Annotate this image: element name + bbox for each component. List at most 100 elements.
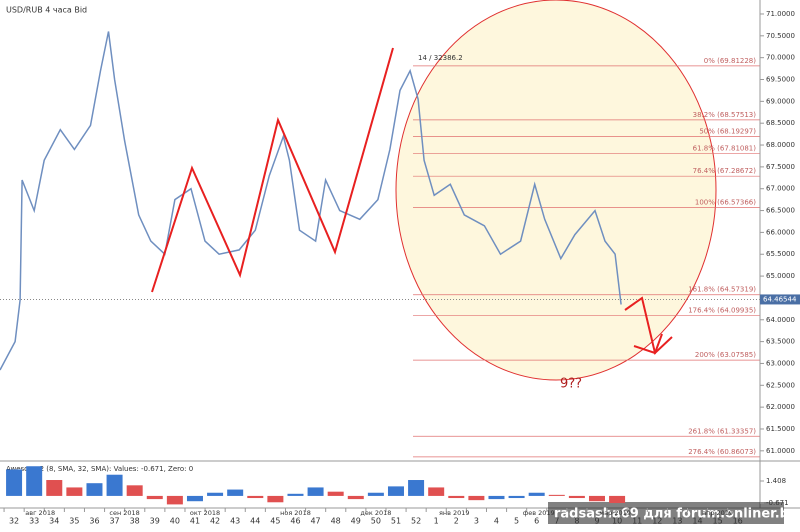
oscillator-bar [106,474,123,496]
oscillator-bar [287,493,304,496]
y-tick-label: 67.0000 [766,185,795,193]
oscillator-bar [347,495,364,500]
x-tick-label: 6 [534,517,539,526]
y-tick-label: 67.5000 [766,163,795,171]
fib-label: 276.4% (60.86073) [688,448,756,456]
oscillator-bar [186,495,203,502]
oscillator-bar [6,469,23,496]
fib-label: 200% (63.07585) [695,351,756,359]
y-tick-label: 62.5000 [766,381,795,389]
oscillator-bar [387,486,404,496]
oscillator-bar [126,485,143,496]
x-tick-label: 9 [594,517,599,526]
oscillator-bar [588,495,605,502]
oscillator-bar [166,495,183,505]
oscillator-bar [428,487,445,496]
x-tick-label: 15 [712,517,722,526]
oscillator-bar [327,491,344,496]
x-tick-label: 4 [494,517,499,526]
month-label: фев 2019 [523,509,555,517]
x-tick-label: 33 [29,517,39,526]
indicator-title: Awesome2 (8, SMA, 32, SMA): Values: -0.6… [6,465,193,473]
x-tick-label: 52 [411,517,421,526]
oscillator-bar [508,495,525,499]
x-tick-label: 34 [49,517,59,526]
fib-label: 0% (69.81228) [704,57,756,65]
x-tick-label: 1 [434,517,439,526]
fib-label: 161.8% (64.57319) [688,286,756,294]
month-label: сен 2018 [109,509,139,517]
x-tick-label: 10 [612,517,622,526]
forecast-arrow [624,296,673,355]
y-tick-label: 71.0000 [766,10,795,18]
x-tick-label: 43 [230,517,240,526]
main-panel: 0% (69.81228) 38.2% (68.57513) 50% (68.192… [0,31,760,458]
x-tick-label: 37 [109,517,119,526]
oscillator-bar [146,495,163,500]
y-tick-label: 64.0000 [766,316,795,324]
fib-label: 100% (66.57366) [695,198,756,206]
x-tick-label: 38 [130,517,140,526]
fib-note: 14 / 32386.2 [418,54,463,62]
y-tick-label: 61.0000 [766,447,795,455]
x-tick-label: 49 [351,517,361,526]
oscillator-bar [448,495,465,499]
fib-label: 38.2% (68.57513) [693,111,757,119]
plot-area [395,0,717,381]
oscillator-bar [408,480,425,496]
y-tick-label: 66.5000 [766,207,795,215]
x-tick-label: 12 [652,517,662,526]
x-tick-label: 14 [692,517,702,526]
x-tick-label: 47 [310,517,320,526]
y-tick-label: 70.0000 [766,54,795,62]
indicator-tick-label: 1.408 [766,477,786,485]
forecast-note: 9?? [560,377,582,392]
x-tick-label: 41 [190,517,200,526]
y-tick-label: 62.0000 [766,403,795,411]
x-tick-label: 40 [170,517,180,526]
y-tick-label: 61.5000 [766,425,795,433]
y-tick-label: 69.5000 [766,76,795,84]
oscillator-bar [307,487,324,496]
oscillator-bar [488,495,505,500]
oscillator-bar [66,487,83,496]
x-tick-label: 48 [331,517,341,526]
month-label: апр 2019 [702,509,733,517]
month-label: дек 2018 [360,509,391,517]
month-label: ноя 2018 [280,509,311,517]
oscillator-bar [86,483,103,496]
x-tick-label: 45 [270,517,280,526]
oscillator-bar [46,480,63,496]
oscillator-bar [528,492,545,496]
fib-label: 61.8% (67.81081) [693,144,757,152]
x-tick-label: 3 [474,517,479,526]
x-tick-label: 42 [210,517,220,526]
arrow-head [633,333,663,355]
highlight-ellipse [395,0,717,381]
month-label: окт 2018 [190,509,220,517]
y-tick-label: 63.5000 [766,338,795,346]
oscillator-bar [247,495,264,499]
month-label: мар 2019 [599,509,631,517]
last-price-box [760,294,800,305]
x-tick-label: 50 [371,517,381,526]
last-price-label: 64.46544 [763,295,797,303]
watermark-bg [548,502,784,524]
price-line [0,31,622,371]
x-tick-label: 35 [69,517,79,526]
indicator-tick-label: -0.671 [766,499,789,507]
x-tick-label: 8 [574,517,579,526]
fib-label: 261.8% (61.33357) [688,427,756,435]
oscillator-bar [568,495,585,499]
oscillator-bar [468,495,485,501]
x-tick-label: 7 [554,517,559,526]
x-tick-label: 44 [250,517,260,526]
oscillator-bar [227,489,244,496]
y-tick-label: 65.5000 [766,250,795,258]
x-tick-label: 11 [632,517,642,526]
y-tick-label: 66.0000 [766,228,795,236]
oscillator-bar [609,495,626,504]
x-tick-label: 2 [454,517,459,526]
x-tick-label: 46 [290,517,300,526]
